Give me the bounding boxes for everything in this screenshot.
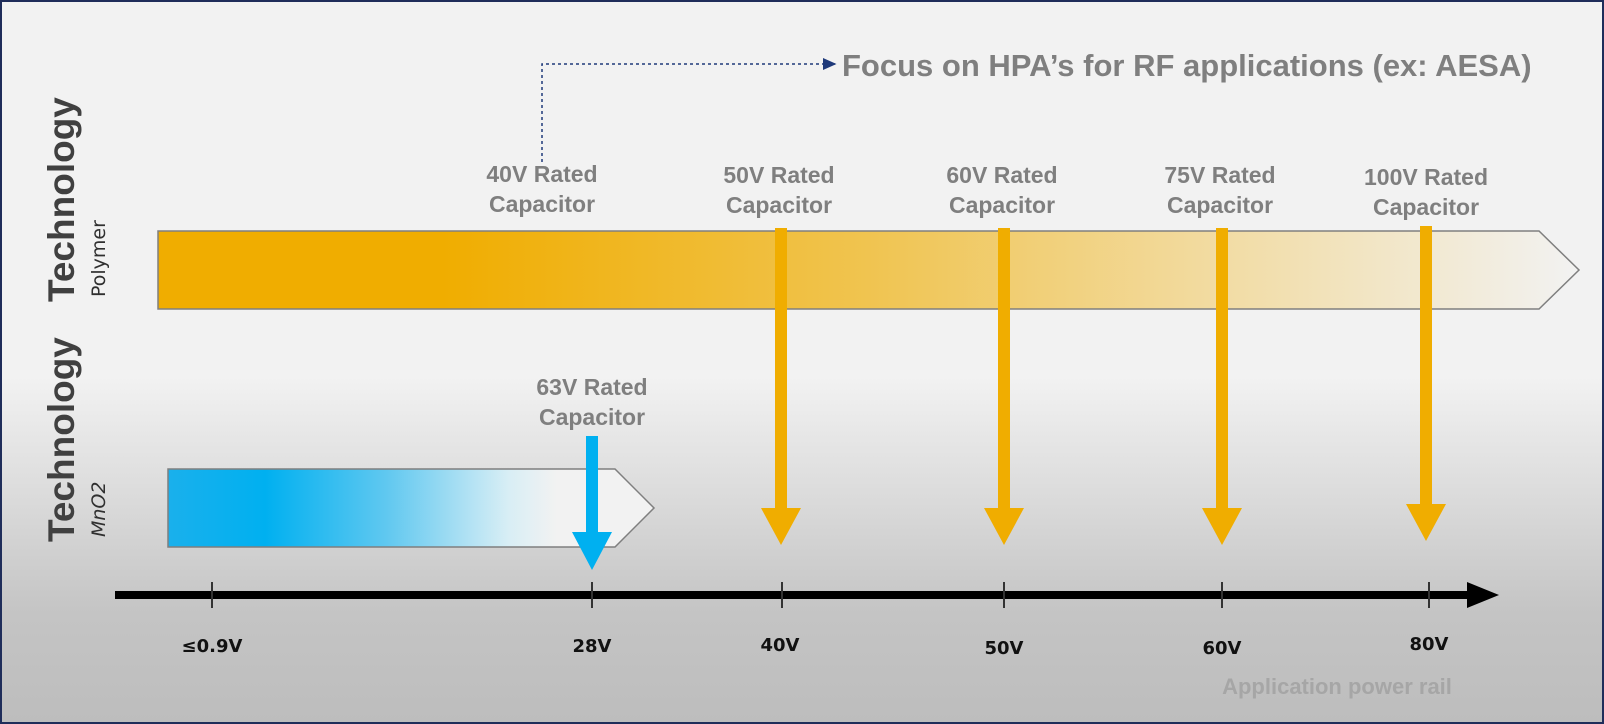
polymer-technology-subtitle: Polymer <box>88 220 110 297</box>
svg-text:63V Rated: 63V Rated <box>536 374 647 400</box>
polymer-row-header: Technology Polymer <box>41 97 110 302</box>
axis-title: Application power rail <box>1222 674 1452 699</box>
focus-note: Focus on HPA’s for RF applications (ex: … <box>842 48 1532 83</box>
tick-label-80v: 80V <box>1410 634 1449 655</box>
mno2-technology-subtitle: MnO2 <box>88 482 110 537</box>
svg-text:Capacitor: Capacitor <box>949 192 1055 218</box>
polymer-technology-band <box>157 230 1581 310</box>
svg-text:60V Rated: 60V Rated <box>946 162 1057 188</box>
capacitor-label-50v: 50V Rated Capacitor <box>723 162 834 218</box>
arrow-100v-rated-to-80v <box>1406 226 1446 541</box>
focus-connector-line <box>541 58 837 162</box>
tick-label-28v: 28V <box>573 636 612 657</box>
tick-label-0-9v: ≤0.9V <box>182 636 243 657</box>
arrow-60v-rated-to-50v <box>984 228 1024 545</box>
arrow-50v-rated-to-40v <box>761 228 801 545</box>
svg-text:100V Rated: 100V Rated <box>1364 164 1488 190</box>
svg-text:50V Rated: 50V Rated <box>723 162 834 188</box>
polymer-technology-title: Technology <box>41 97 82 302</box>
tick-label-60v: 60V <box>1203 638 1242 659</box>
capacitor-label-60v: 60V Rated Capacitor <box>946 162 1057 218</box>
svg-text:40V Rated: 40V Rated <box>486 161 597 187</box>
arrow-75v-rated-to-60v <box>1202 228 1242 545</box>
svg-text:75V Rated: 75V Rated <box>1164 162 1275 188</box>
svg-text:Capacitor: Capacitor <box>1373 194 1479 220</box>
svg-text:Capacitor: Capacitor <box>726 192 832 218</box>
tick-label-50v: 50V <box>985 638 1024 659</box>
tick-label-40v: 40V <box>761 635 800 656</box>
mno2-technology-band <box>167 468 656 548</box>
power-rail-axis <box>115 582 1499 608</box>
mno2-row-header: Technology MnO2 <box>41 337 110 542</box>
capacitor-label-40v: 40V Rated Capacitor <box>486 161 597 217</box>
capacitor-label-63v: 63V Rated Capacitor <box>536 374 647 430</box>
arrow-63v-rated-to-28v <box>572 436 612 570</box>
svg-text:Capacitor: Capacitor <box>1167 192 1273 218</box>
svg-text:Capacitor: Capacitor <box>489 191 595 217</box>
capacitor-label-75v: 75V Rated Capacitor <box>1164 162 1275 218</box>
svg-text:Capacitor: Capacitor <box>539 404 645 430</box>
mno2-technology-title: Technology <box>41 337 82 542</box>
capacitor-label-100v: 100V Rated Capacitor <box>1364 164 1488 220</box>
